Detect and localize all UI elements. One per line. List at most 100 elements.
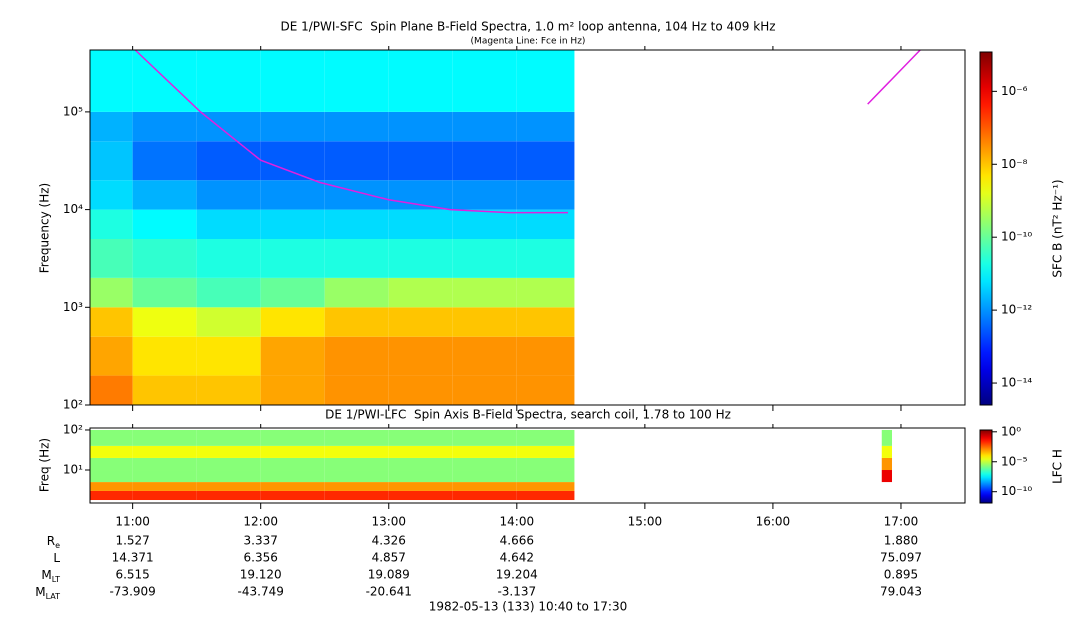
chart-title: DE 1/PWI-LFC Spin Axis B-Field Spectra, … bbox=[325, 408, 731, 422]
heatmap-cell bbox=[516, 470, 575, 483]
ephemeris-label: MLT bbox=[41, 568, 60, 584]
heatmap-cell bbox=[324, 307, 389, 337]
ephemeris-value: 1.880 bbox=[884, 534, 918, 548]
heatmap-cell bbox=[388, 457, 453, 471]
heatmap-cell bbox=[90, 209, 133, 240]
heatmap-cell bbox=[90, 180, 133, 210]
ephemeris-value: 19.120 bbox=[240, 568, 282, 582]
heatmap-cell bbox=[452, 470, 517, 483]
heatmap-cell bbox=[516, 180, 575, 210]
heatmap-cell bbox=[452, 490, 517, 501]
heatmap-cell bbox=[132, 180, 197, 210]
heatmap-cell bbox=[881, 445, 893, 458]
heatmap-cell bbox=[260, 457, 325, 471]
ephemeris-value: 1.527 bbox=[115, 534, 149, 548]
y-tick-label: 10² bbox=[63, 398, 83, 412]
x-tick-label: 12:00 bbox=[243, 515, 278, 529]
heatmap-cell bbox=[90, 470, 133, 483]
heatmap-cell bbox=[388, 470, 453, 483]
heatmap-cell bbox=[452, 50, 517, 112]
footer: 1982-05-13 (133) 10:40 to 17:30 bbox=[429, 600, 627, 614]
ephemeris-value: 79.043 bbox=[880, 585, 922, 599]
heatmap-cell bbox=[260, 482, 325, 491]
heatmap-cell bbox=[196, 209, 261, 240]
colorbar-label: SFC B (nT² Hz⁻¹) bbox=[1051, 179, 1065, 277]
heatmap-cell bbox=[324, 50, 389, 112]
heatmap-cell bbox=[516, 375, 575, 405]
heatmap-cell bbox=[132, 429, 197, 446]
x-tick-label: 16:00 bbox=[756, 515, 791, 529]
heatmap-cell bbox=[196, 429, 261, 446]
plot-frame bbox=[89, 49, 966, 406]
y-tick-label: 10³ bbox=[63, 300, 83, 314]
heatmap-cell bbox=[90, 482, 133, 491]
heatmap-cell bbox=[260, 50, 325, 112]
ephemeris-label: Re bbox=[47, 534, 60, 550]
ephemeris-label-base: L bbox=[53, 551, 60, 565]
heatmap-cell bbox=[324, 445, 389, 458]
heatmap-cell bbox=[196, 482, 261, 491]
heatmap-cell bbox=[260, 239, 325, 278]
heatmap-cell bbox=[388, 482, 453, 491]
heatmap-cell bbox=[132, 277, 197, 308]
heatmap-cell bbox=[260, 277, 325, 308]
plot-frame bbox=[89, 427, 966, 504]
colorbar-label: LFC H bbox=[1051, 449, 1065, 484]
ephemeris-label: L bbox=[53, 551, 60, 565]
heatmap-cell bbox=[196, 239, 261, 278]
y-axis-label: Freq (Hz) bbox=[38, 438, 52, 492]
ephemeris-value: 4.326 bbox=[372, 534, 406, 548]
heatmap-cell bbox=[132, 470, 197, 483]
heatmap-cell bbox=[132, 307, 197, 337]
line bbox=[134, 49, 921, 214]
x-tick-label: 11:00 bbox=[115, 515, 150, 529]
colorbar-tick-label: 10⁻⁵ bbox=[1001, 454, 1028, 468]
heatmap-cell bbox=[260, 470, 325, 483]
heatmap-cell bbox=[452, 141, 517, 181]
heatmap-cell bbox=[196, 457, 261, 471]
heatmap-cell bbox=[324, 209, 389, 240]
heatmap-cell bbox=[516, 141, 575, 181]
heatmap-cell bbox=[516, 239, 575, 278]
colorbar-tick-label: 10⁻¹⁴ bbox=[1001, 376, 1032, 390]
heatmap-cell bbox=[452, 429, 517, 446]
heatmap-cell bbox=[516, 457, 575, 471]
heatmap-cell bbox=[324, 277, 389, 308]
heatmap-cell bbox=[260, 209, 325, 240]
x-tick-label: 17:00 bbox=[884, 515, 919, 529]
heatmap-cell bbox=[196, 180, 261, 210]
heatmap-cell bbox=[388, 141, 453, 181]
heatmap-cell bbox=[260, 307, 325, 337]
heatmap-cell bbox=[388, 50, 453, 112]
heatmap-cell bbox=[90, 375, 133, 405]
ephemeris-value: 6.515 bbox=[115, 568, 149, 582]
heatmap-cell bbox=[388, 111, 453, 142]
heatmap-cell bbox=[324, 180, 389, 210]
heatmap-cell bbox=[90, 141, 133, 181]
heatmap-cell bbox=[196, 470, 261, 483]
colorbar-tick-label: 10⁻¹² bbox=[1001, 303, 1032, 317]
heatmap-cell bbox=[196, 307, 261, 337]
ephemeris-label-sub: LAT bbox=[46, 592, 60, 601]
heatmap-cell bbox=[324, 457, 389, 471]
heatmap-cell bbox=[881, 470, 893, 483]
heatmap-cell bbox=[388, 375, 453, 405]
heatmap-cell bbox=[90, 277, 133, 308]
ephemeris-label-base: R bbox=[47, 534, 55, 548]
heatmap-cell bbox=[516, 445, 575, 458]
heatmap-cell bbox=[452, 111, 517, 142]
heatmap-cell bbox=[388, 429, 453, 446]
heatmap-cell bbox=[388, 307, 453, 337]
x-tick-label: 14:00 bbox=[500, 515, 535, 529]
heatmap-cell bbox=[132, 445, 197, 458]
ephemeris-value: 3.337 bbox=[244, 534, 278, 548]
heatmap-cell bbox=[516, 336, 575, 376]
heatmap-cell bbox=[90, 336, 133, 376]
heatmap-cell bbox=[388, 239, 453, 278]
heatmap-cell bbox=[516, 50, 575, 112]
ephemeris-value: 6.356 bbox=[244, 551, 278, 565]
heatmap-cell bbox=[516, 277, 575, 308]
colorbar-tick-label: 10⁻¹⁰ bbox=[1001, 230, 1032, 244]
ephemeris-value: 19.204 bbox=[496, 568, 538, 582]
